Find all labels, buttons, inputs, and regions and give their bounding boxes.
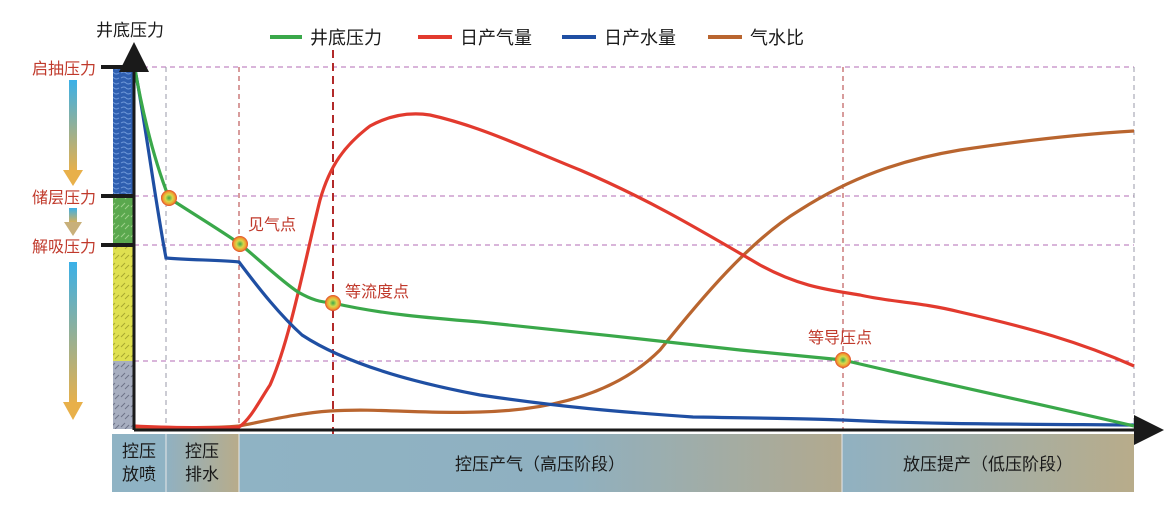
column-green-segment bbox=[113, 196, 133, 245]
annotation-equal-conductivity: 等导压点 bbox=[808, 328, 872, 347]
stage-3-label: 控压产气（高压阶段） bbox=[455, 455, 625, 475]
series-daily-water bbox=[132, 63, 1135, 427]
legend-item-daily-water: 日产水量 bbox=[562, 28, 676, 49]
y-level-desorption: 解吸压力 bbox=[32, 237, 96, 256]
arrow-down-2 bbox=[64, 208, 82, 236]
stage-3-box bbox=[239, 434, 842, 492]
marker-reservoir-point bbox=[161, 190, 177, 206]
marker-equal-mobility bbox=[325, 295, 341, 311]
point-markers bbox=[161, 190, 851, 368]
stage-band: 控压 放喷 控压 排水 控压产气（高压阶段） 放压提产（低压阶段） bbox=[112, 434, 1134, 492]
stage-1-label-line1: 控压 bbox=[122, 442, 156, 462]
marker-gas-breakthrough bbox=[232, 236, 248, 252]
arrow-down-1 bbox=[63, 80, 83, 186]
column-blue-segment bbox=[113, 66, 133, 196]
y-axis-label: 井底压力 bbox=[96, 21, 164, 41]
marker-equal-conductivity bbox=[835, 352, 851, 368]
legend-item-daily-gas: 日产气量 bbox=[418, 28, 532, 49]
y-level-reservoir: 储层压力 bbox=[32, 188, 96, 207]
stage-2-label-line2: 排水 bbox=[185, 465, 219, 485]
legend-label-daily-gas: 日产气量 bbox=[460, 28, 532, 49]
legend-label-gas-water-ratio: 气水比 bbox=[750, 28, 804, 49]
series-daily-gas bbox=[133, 112, 1135, 430]
stage-2-box bbox=[166, 434, 239, 492]
legend: 井底压力 日产气量 日产水量 气水比 bbox=[270, 28, 804, 49]
legend-label-daily-water: 日产水量 bbox=[604, 28, 676, 49]
pressure-arrows bbox=[63, 80, 83, 420]
series-gas-water-ratio bbox=[133, 129, 1135, 430]
legend-item-gas-water-ratio: 气水比 bbox=[708, 28, 804, 49]
annotation-gas-breakthrough: 见气点 bbox=[248, 215, 296, 234]
column-yellow-segment bbox=[113, 245, 133, 361]
stage-1-label-line2: 放喷 bbox=[122, 465, 156, 485]
arrow-down-3 bbox=[63, 262, 83, 420]
y-level-start-pump: 启抽压力 bbox=[32, 59, 96, 78]
legend-label-bottomhole-pressure: 井底压力 bbox=[310, 28, 382, 49]
stage-1-box bbox=[112, 434, 166, 492]
column-grey-segment bbox=[113, 361, 133, 429]
legend-item-bottomhole-pressure: 井底压力 bbox=[270, 28, 382, 49]
stage-4-label: 放压提产（低压阶段） bbox=[903, 455, 1073, 475]
pressure-column bbox=[101, 65, 134, 429]
stage-4-box bbox=[842, 434, 1134, 492]
stage-2-label-line1: 控压 bbox=[185, 442, 219, 462]
annotation-equal-mobility: 等流度点 bbox=[345, 282, 409, 301]
grid-verticals bbox=[165, 67, 1135, 430]
